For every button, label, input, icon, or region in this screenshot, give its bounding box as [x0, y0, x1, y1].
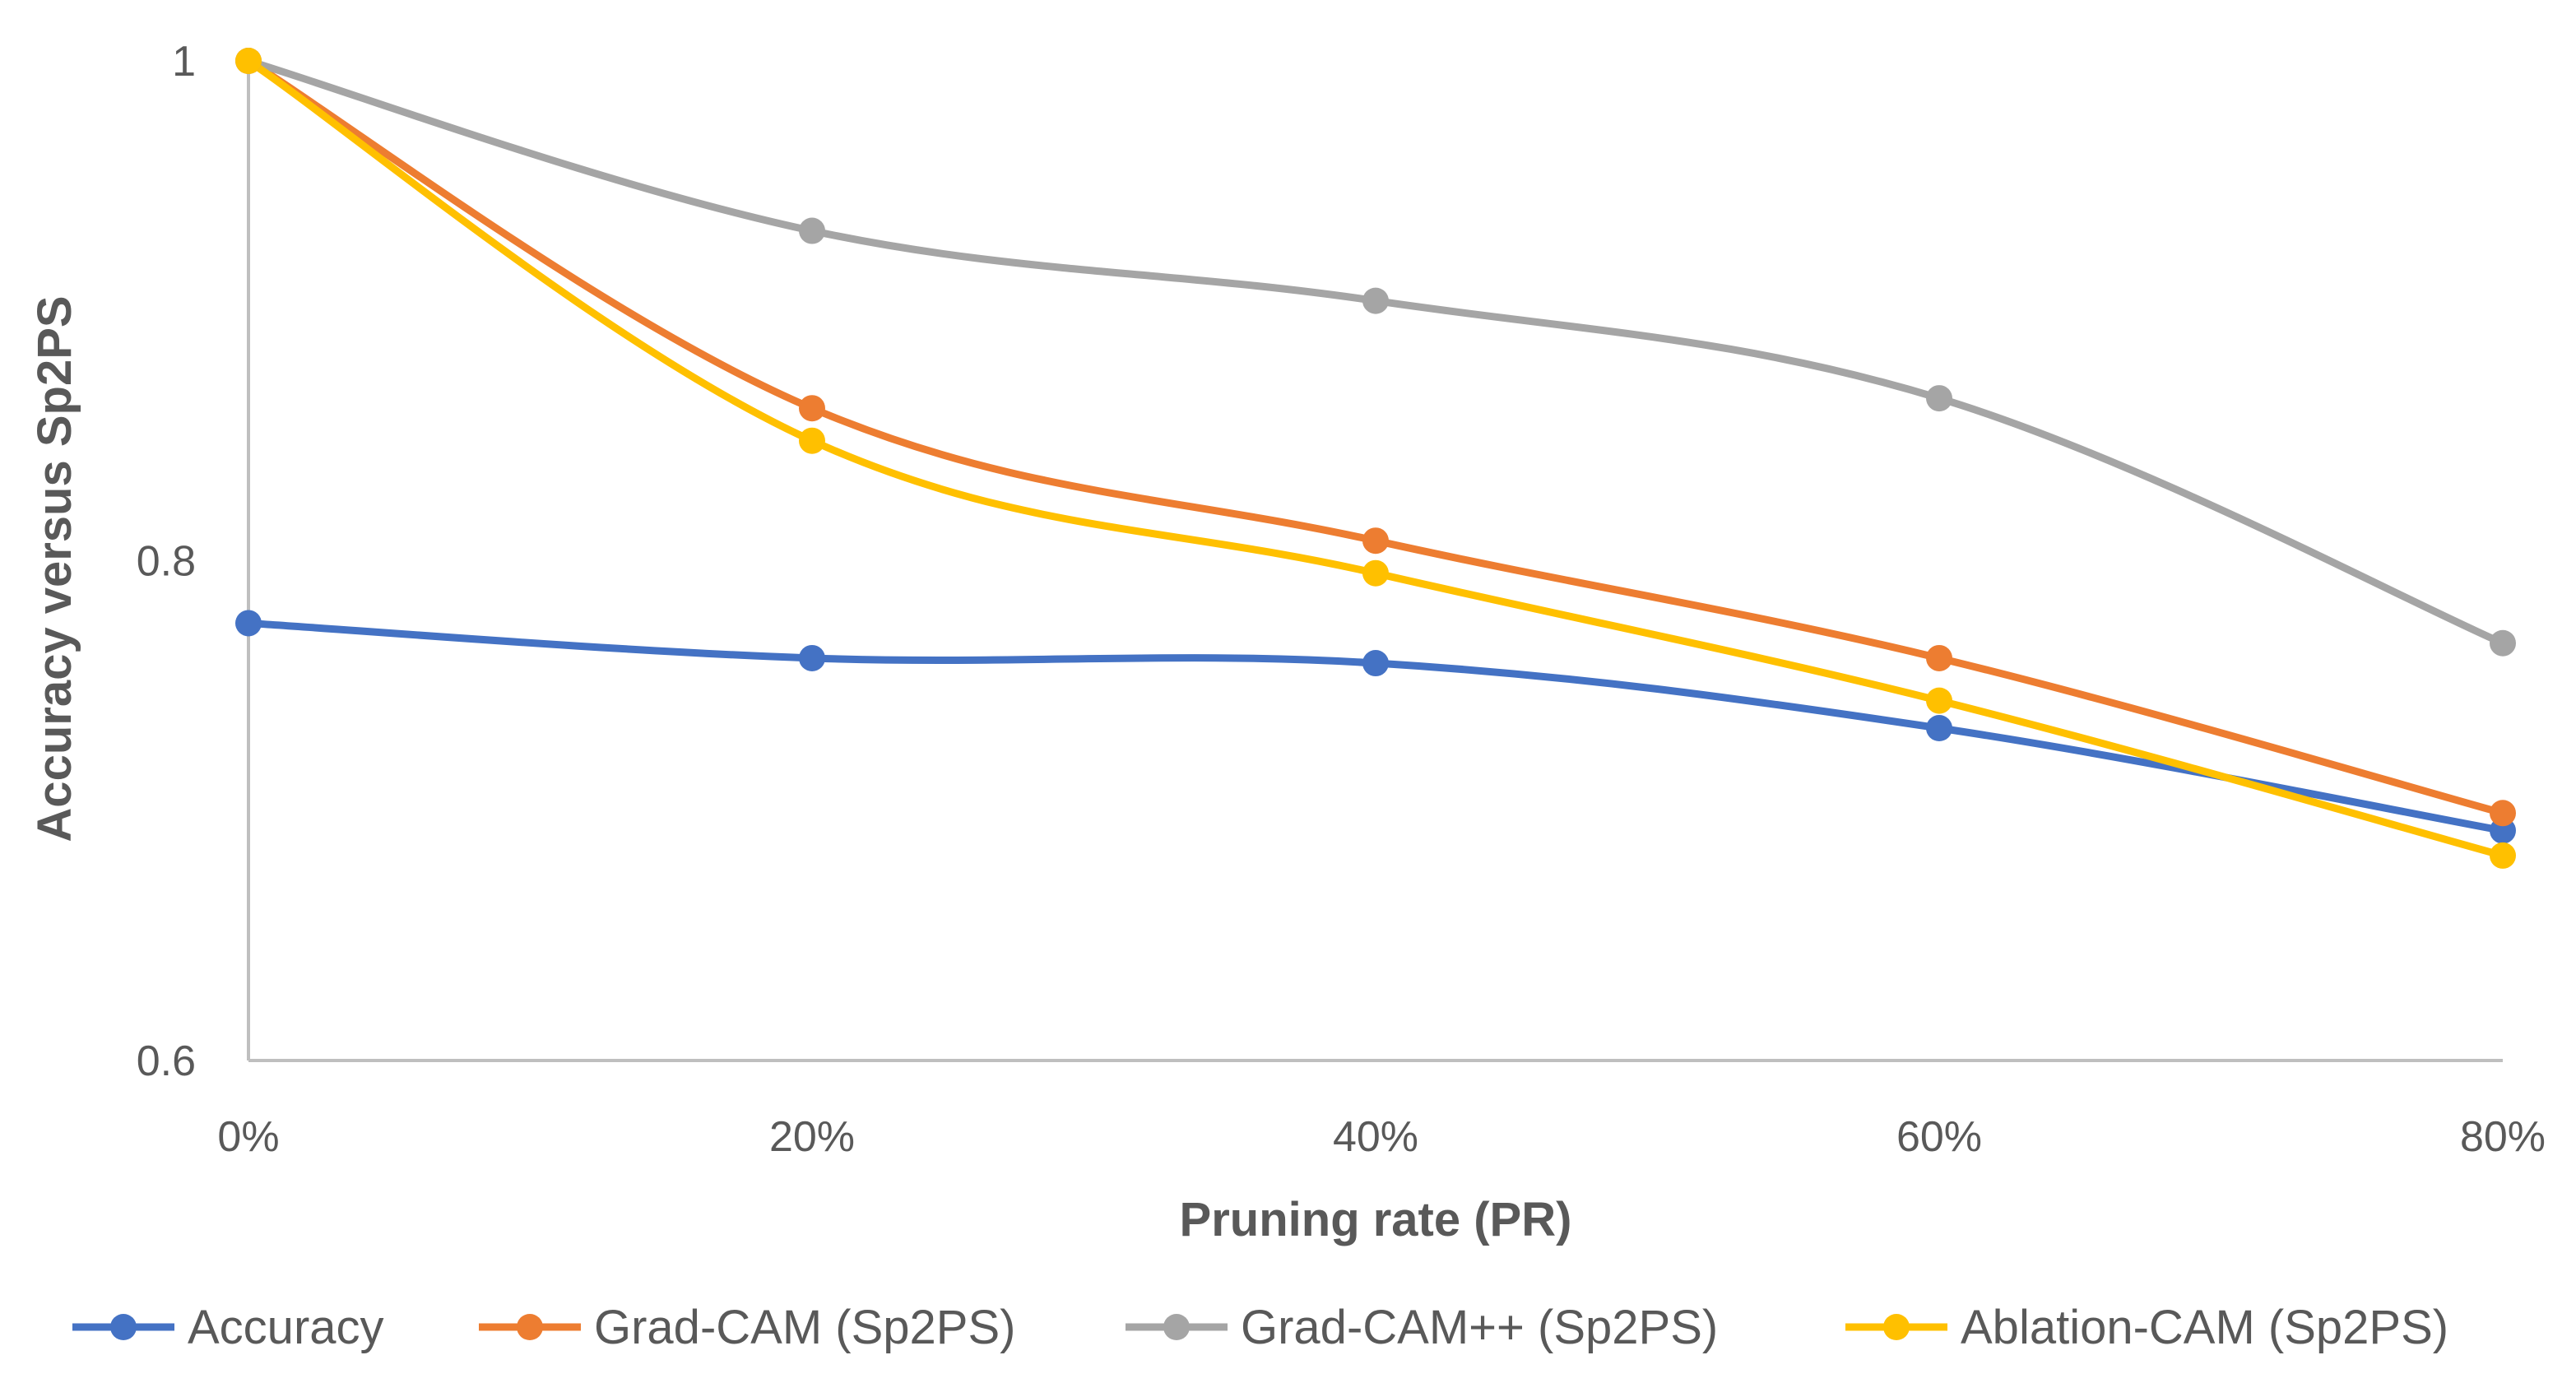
legend-marker: [517, 1314, 543, 1340]
legend-label: Grad-CAM++ (Sp2PS): [1241, 1301, 1718, 1354]
y-tick-label: 0.6: [137, 1037, 196, 1085]
data-point: [1362, 527, 1389, 555]
data-point: [1362, 650, 1389, 677]
data-point: [235, 48, 262, 74]
legend-item: Grad-CAM++ (Sp2PS): [1126, 1301, 1718, 1354]
data-point: [1362, 559, 1389, 587]
data-point: [235, 610, 262, 637]
legend-item: Grad-CAM (Sp2PS): [479, 1301, 1015, 1354]
data-point: [1926, 644, 1952, 671]
data-point: [2490, 629, 2516, 657]
series-line: [244, 57, 2507, 860]
series-points: [235, 48, 2516, 869]
legend-marker: [110, 1314, 137, 1340]
data-point: [1926, 715, 1952, 742]
legend-label: Accuracy: [188, 1301, 384, 1354]
legend-item: Ablation-CAM (Sp2PS): [1845, 1301, 2448, 1354]
y-tick-label: 1: [172, 38, 196, 86]
data-point: [2490, 800, 2516, 827]
data-point: [1362, 287, 1389, 314]
series-line: [244, 57, 2507, 647]
x-tick-label: 20%: [769, 1113, 855, 1161]
axes: [247, 61, 2503, 1062]
data-point: [799, 217, 825, 244]
y-tick-labels: 0.6 0.8 1: [137, 38, 196, 1085]
series-lines: [244, 57, 2507, 860]
data-point: [1926, 385, 1952, 412]
data-point: [799, 395, 825, 422]
y-axis-title: Accuracy versus Sp2PS: [28, 295, 81, 842]
legend-label: Ablation-CAM (Sp2PS): [1961, 1301, 2448, 1354]
legend: Accuracy Grad-CAM (Sp2PS) Grad-CAM++ (Sp2P…: [72, 1301, 2448, 1354]
legend-item: Accuracy: [72, 1301, 384, 1354]
x-tick-labels: 0% 20% 40% 60% 80%: [217, 1113, 2546, 1161]
legend-marker: [1883, 1314, 1910, 1340]
x-tick-label: 80%: [2460, 1113, 2546, 1161]
x-axis-title: Pruning rate (PR): [1180, 1193, 1572, 1246]
data-point: [1926, 687, 1952, 714]
data-point: [799, 427, 825, 454]
y-tick-label: 0.8: [137, 538, 196, 586]
x-tick-label: 0%: [217, 1113, 279, 1161]
x-tick-label: 40%: [1333, 1113, 1418, 1161]
data-point: [799, 644, 825, 671]
legend-marker: [1163, 1314, 1190, 1340]
legend-label: Grad-CAM (Sp2PS): [594, 1301, 1015, 1354]
x-tick-label: 60%: [1896, 1113, 1982, 1161]
data-point: [2490, 842, 2516, 869]
